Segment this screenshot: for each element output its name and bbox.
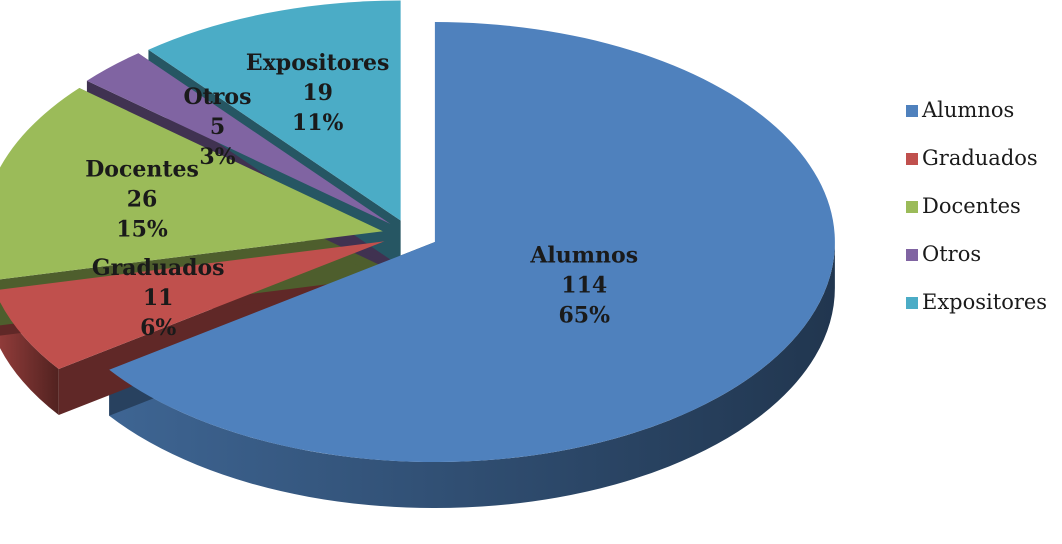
legend-swatch-alumnos (906, 105, 918, 117)
data-label-otros-name: Otros (183, 84, 251, 110)
data-label-expositores-value: 19 (302, 80, 333, 106)
slice-alumnos (109, 22, 835, 463)
slice-graduados (0, 241, 385, 370)
data-label-docentes-value: 26 (127, 187, 158, 213)
data-label-graduados-percent: 6% (140, 315, 176, 341)
slice-otros (86, 53, 391, 224)
slice-expositores (148, 0, 401, 221)
legend-label-expositores: Expositores (922, 290, 1047, 314)
data-label-expositores-percent: 11% (292, 110, 344, 136)
legend-swatch-docentes (906, 201, 918, 213)
slice-side-alumnos (109, 242, 835, 509)
legend-swatch-graduados (906, 153, 918, 165)
data-label-alumnos-value: 114 (561, 272, 607, 298)
legend-label-docentes: Docentes (922, 194, 1021, 218)
data-label-expositores-name: Expositores (246, 50, 390, 76)
legend: Alumnos Graduados Docentes Otros Expositores (906, 98, 1047, 314)
slice-docentes (0, 88, 383, 280)
data-label-graduados-value: 11 (143, 285, 174, 311)
legend-swatch-expositores (906, 297, 918, 309)
data-label-docentes-percent: 15% (116, 217, 168, 243)
pie-group (0, 0, 835, 509)
legend-label-alumnos: Alumnos (921, 98, 1014, 122)
data-label-otros-percent: 3% (199, 144, 235, 170)
data-label-alumnos-percent: 65% (558, 302, 610, 328)
data-label-alumnos-name: Alumnos (529, 242, 638, 268)
data-label-otros-value: 5 (210, 114, 225, 140)
legend-label-graduados: Graduados (922, 146, 1038, 170)
legend-swatch-otros (906, 249, 918, 261)
data-label-docentes-name: Docentes (85, 157, 199, 183)
legend-label-otros: Otros (922, 242, 981, 266)
slice-labels: Alumnos 114 65% Graduados 11 6% Docentes 26 15% O… (85, 50, 638, 341)
data-label-graduados-name: Graduados (92, 255, 225, 281)
